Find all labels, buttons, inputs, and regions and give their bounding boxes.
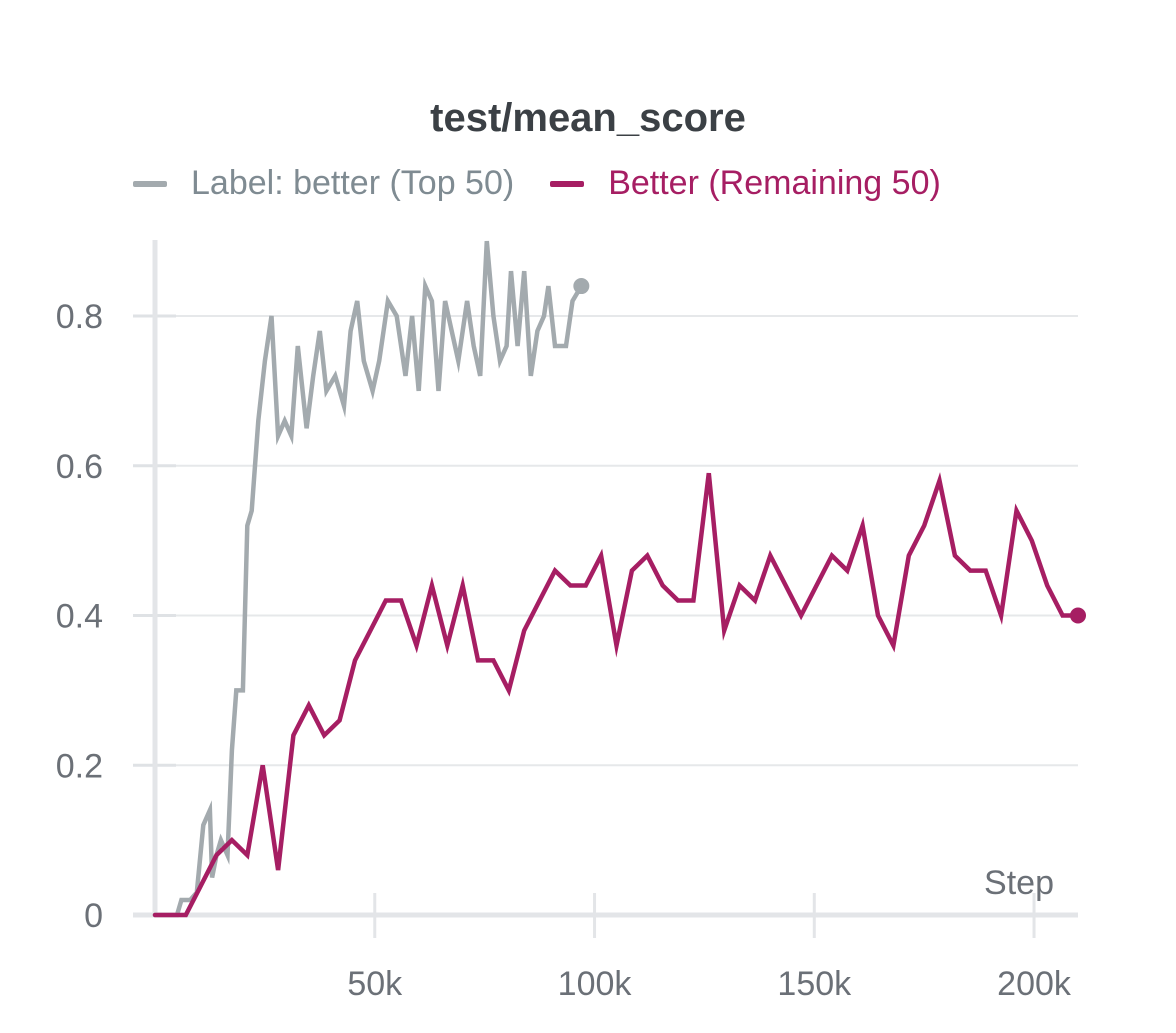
series-end-marker-1 xyxy=(1070,607,1086,624)
legend: Label: better (Top 50) Better (Remaining… xyxy=(133,164,977,203)
legend-item-remaining50[interactable]: Better (Remaining 50) xyxy=(550,164,941,203)
y-tick-label: 0.4 xyxy=(56,598,103,636)
series-line-0 xyxy=(152,240,584,918)
legend-label-top50: Label: better (Top 50) xyxy=(191,164,515,202)
legend-item-top50[interactable]: Label: better (Top 50) xyxy=(133,164,514,203)
legend-swatch-remaining50 xyxy=(550,180,585,187)
series-line-1 xyxy=(152,472,1081,918)
x-tick-label: 100k xyxy=(558,965,633,1003)
y-tick-label: 0.2 xyxy=(56,747,103,785)
y-tick-label: 0 xyxy=(84,897,103,935)
x-axis-title: Step xyxy=(984,864,1054,902)
legend-swatch-top50 xyxy=(133,180,167,187)
axis-layer xyxy=(133,240,1078,938)
label-layer: 0 0.2 0.4 0.6 0.8 50k 100k 150k 200k Step xyxy=(56,298,1072,1003)
grid-layer xyxy=(155,315,1078,767)
series-end-marker-0 xyxy=(573,278,590,295)
x-tick-label: 200k xyxy=(997,965,1072,1003)
legend-label-remaining50: Better (Remaining 50) xyxy=(608,164,941,202)
x-tick-label: 150k xyxy=(777,965,852,1003)
x-tick-label: 50k xyxy=(347,965,403,1003)
y-tick-label: 0.8 xyxy=(56,298,103,336)
series-layer xyxy=(152,240,1086,918)
chart-title: test/mean_score xyxy=(430,96,746,140)
y-tick-label: 0.6 xyxy=(56,448,103,486)
